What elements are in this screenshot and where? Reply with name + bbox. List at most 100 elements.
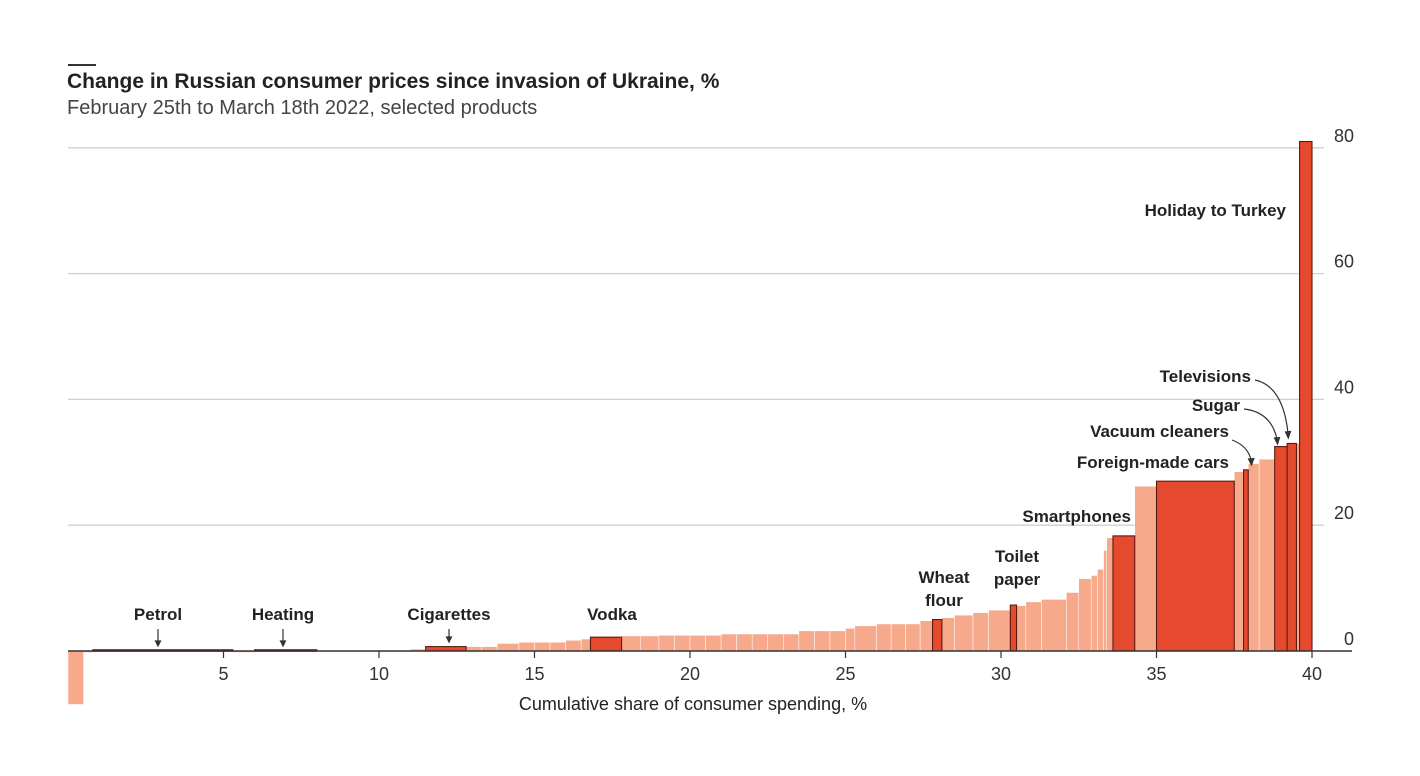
- other-product-bar: [988, 609, 1011, 652]
- other-product-bar: [1066, 592, 1080, 652]
- label-foreign-made-cars: Foreign-made cars: [1077, 453, 1229, 472]
- other-product-bar: [639, 635, 660, 652]
- arrowhead-sugar: [1273, 436, 1281, 446]
- x-tick-label-35: 35: [1146, 664, 1166, 684]
- other-product-bar: [67, 650, 84, 705]
- other-product-bar: [829, 630, 846, 652]
- bar-vodka: [589, 636, 623, 652]
- y-tick-label-80: 80: [1334, 126, 1354, 146]
- other-product-bar: [1016, 605, 1027, 652]
- y-tick-label-40: 40: [1334, 377, 1354, 397]
- x-tick-label-5: 5: [218, 664, 228, 684]
- other-product-bar: [565, 640, 582, 652]
- arrowhead-vacuum-cleaners: [1247, 457, 1255, 467]
- bar-holiday-to-turkey: [1299, 140, 1313, 652]
- arrowhead-heating: [279, 640, 287, 648]
- bar-vacuum-cleaners: [1243, 469, 1249, 652]
- other-product-bar: [876, 623, 892, 652]
- x-tick-label-25: 25: [835, 664, 855, 684]
- other-product-bar: [1258, 458, 1275, 652]
- label-wheat-flour-line1: Wheat: [919, 568, 970, 587]
- bar-wheat-flour: [932, 618, 943, 652]
- other-product-bar: [1134, 485, 1157, 652]
- x-axis: [68, 650, 1352, 658]
- other-product-bar: [621, 635, 641, 652]
- other-product-bar: [720, 633, 737, 652]
- leader-sugar: [1243, 408, 1278, 440]
- label-vacuum-cleaners: Vacuum cleaners: [1090, 422, 1229, 441]
- title-rule: [68, 64, 96, 66]
- bar-sugar: [1274, 446, 1288, 652]
- arrowhead-televisions: [1284, 430, 1292, 440]
- other-product-bar: [972, 612, 989, 652]
- other-product-bar: [905, 623, 921, 652]
- other-product-bar: [919, 620, 933, 652]
- other-product-bar: [1090, 575, 1098, 652]
- other-product-bar: [580, 638, 591, 652]
- y-axis-tick-labels: 0 20 40 60 80: [1334, 126, 1354, 649]
- other-product-bar: [549, 641, 566, 652]
- other-product-bar: [767, 633, 784, 652]
- x-axis-title: Cumulative share of consumer spending, %: [519, 694, 867, 714]
- label-petrol: Petrol: [134, 605, 182, 624]
- other-product-bar: [1247, 463, 1260, 652]
- label-televisions: Televisions: [1160, 367, 1251, 386]
- other-product-bar: [674, 635, 691, 652]
- other-product-bar: [705, 635, 722, 652]
- label-toilet-paper-line2: paper: [994, 570, 1041, 589]
- other-product-bar: [736, 633, 753, 652]
- other-product-bar: [1106, 537, 1114, 652]
- chart-title: Change in Russian consumer prices since …: [67, 70, 720, 93]
- x-tick-label-40: 40: [1302, 664, 1322, 684]
- arrowhead-cigarettes: [445, 636, 453, 644]
- label-holiday-to-turkey: Holiday to Turkey: [1145, 201, 1287, 220]
- y-tick-label-20: 20: [1334, 503, 1354, 523]
- x-tick-label-20: 20: [680, 664, 700, 684]
- x-tick-label-15: 15: [524, 664, 544, 684]
- label-toilet-paper-line1: Toilet: [995, 547, 1039, 566]
- other-product-bar: [814, 630, 831, 652]
- other-product-bar: [689, 635, 706, 652]
- leader-vacuum-cleaners: [1231, 439, 1252, 461]
- other-product-bar: [954, 614, 974, 652]
- label-wheat-flour-line2: flour: [925, 591, 963, 610]
- other-product-bar: [1097, 568, 1104, 652]
- other-product-bar: [890, 623, 906, 652]
- x-tick-label-30: 30: [991, 664, 1011, 684]
- other-product-bar: [845, 628, 856, 652]
- other-product-bar: [783, 633, 800, 652]
- other-product-bar: [658, 635, 675, 652]
- bar-toilet-paper: [1009, 604, 1018, 652]
- other-product-bar: [798, 630, 815, 652]
- annotations: Petrol Heating Cigarettes Vodka Wheat fl…: [134, 201, 1287, 624]
- label-sugar: Sugar: [1192, 396, 1241, 415]
- other-product-bar: [941, 617, 955, 652]
- other-product-bar: [1234, 471, 1244, 652]
- bar-foreign-made-cars: [1155, 480, 1235, 652]
- other-product-bar: [1025, 601, 1042, 652]
- other-product-bar: [1103, 550, 1107, 652]
- other-product-bar: [496, 643, 520, 652]
- label-smartphones: Smartphones: [1022, 507, 1131, 526]
- other-product-bar: [1041, 599, 1067, 652]
- other-product-bar: [518, 641, 535, 652]
- x-axis-tick-labels: 5 10 15 20 25 30 35 40: [218, 664, 1322, 684]
- other-product-bar: [854, 625, 877, 652]
- bar-televisions: [1286, 442, 1297, 652]
- x-tick-label-10: 10: [369, 664, 389, 684]
- gridlines: [68, 147, 1324, 526]
- bar-smartphones: [1112, 535, 1136, 652]
- other-product-bar: [534, 641, 551, 652]
- label-cigarettes: Cigarettes: [407, 605, 490, 624]
- label-heating: Heating: [252, 605, 314, 624]
- annotation-leaders: [154, 379, 1292, 648]
- label-vodka: Vodka: [587, 605, 637, 624]
- arrowhead-petrol: [154, 640, 162, 648]
- y-tick-label-0: 0: [1344, 629, 1354, 649]
- chart-subtitle: February 25th to March 18th 2022, select…: [67, 97, 538, 119]
- y-tick-label-60: 60: [1334, 252, 1354, 272]
- other-product-bar: [1078, 578, 1092, 652]
- other-product-bar: [751, 633, 769, 652]
- leader-televisions: [1254, 379, 1289, 434]
